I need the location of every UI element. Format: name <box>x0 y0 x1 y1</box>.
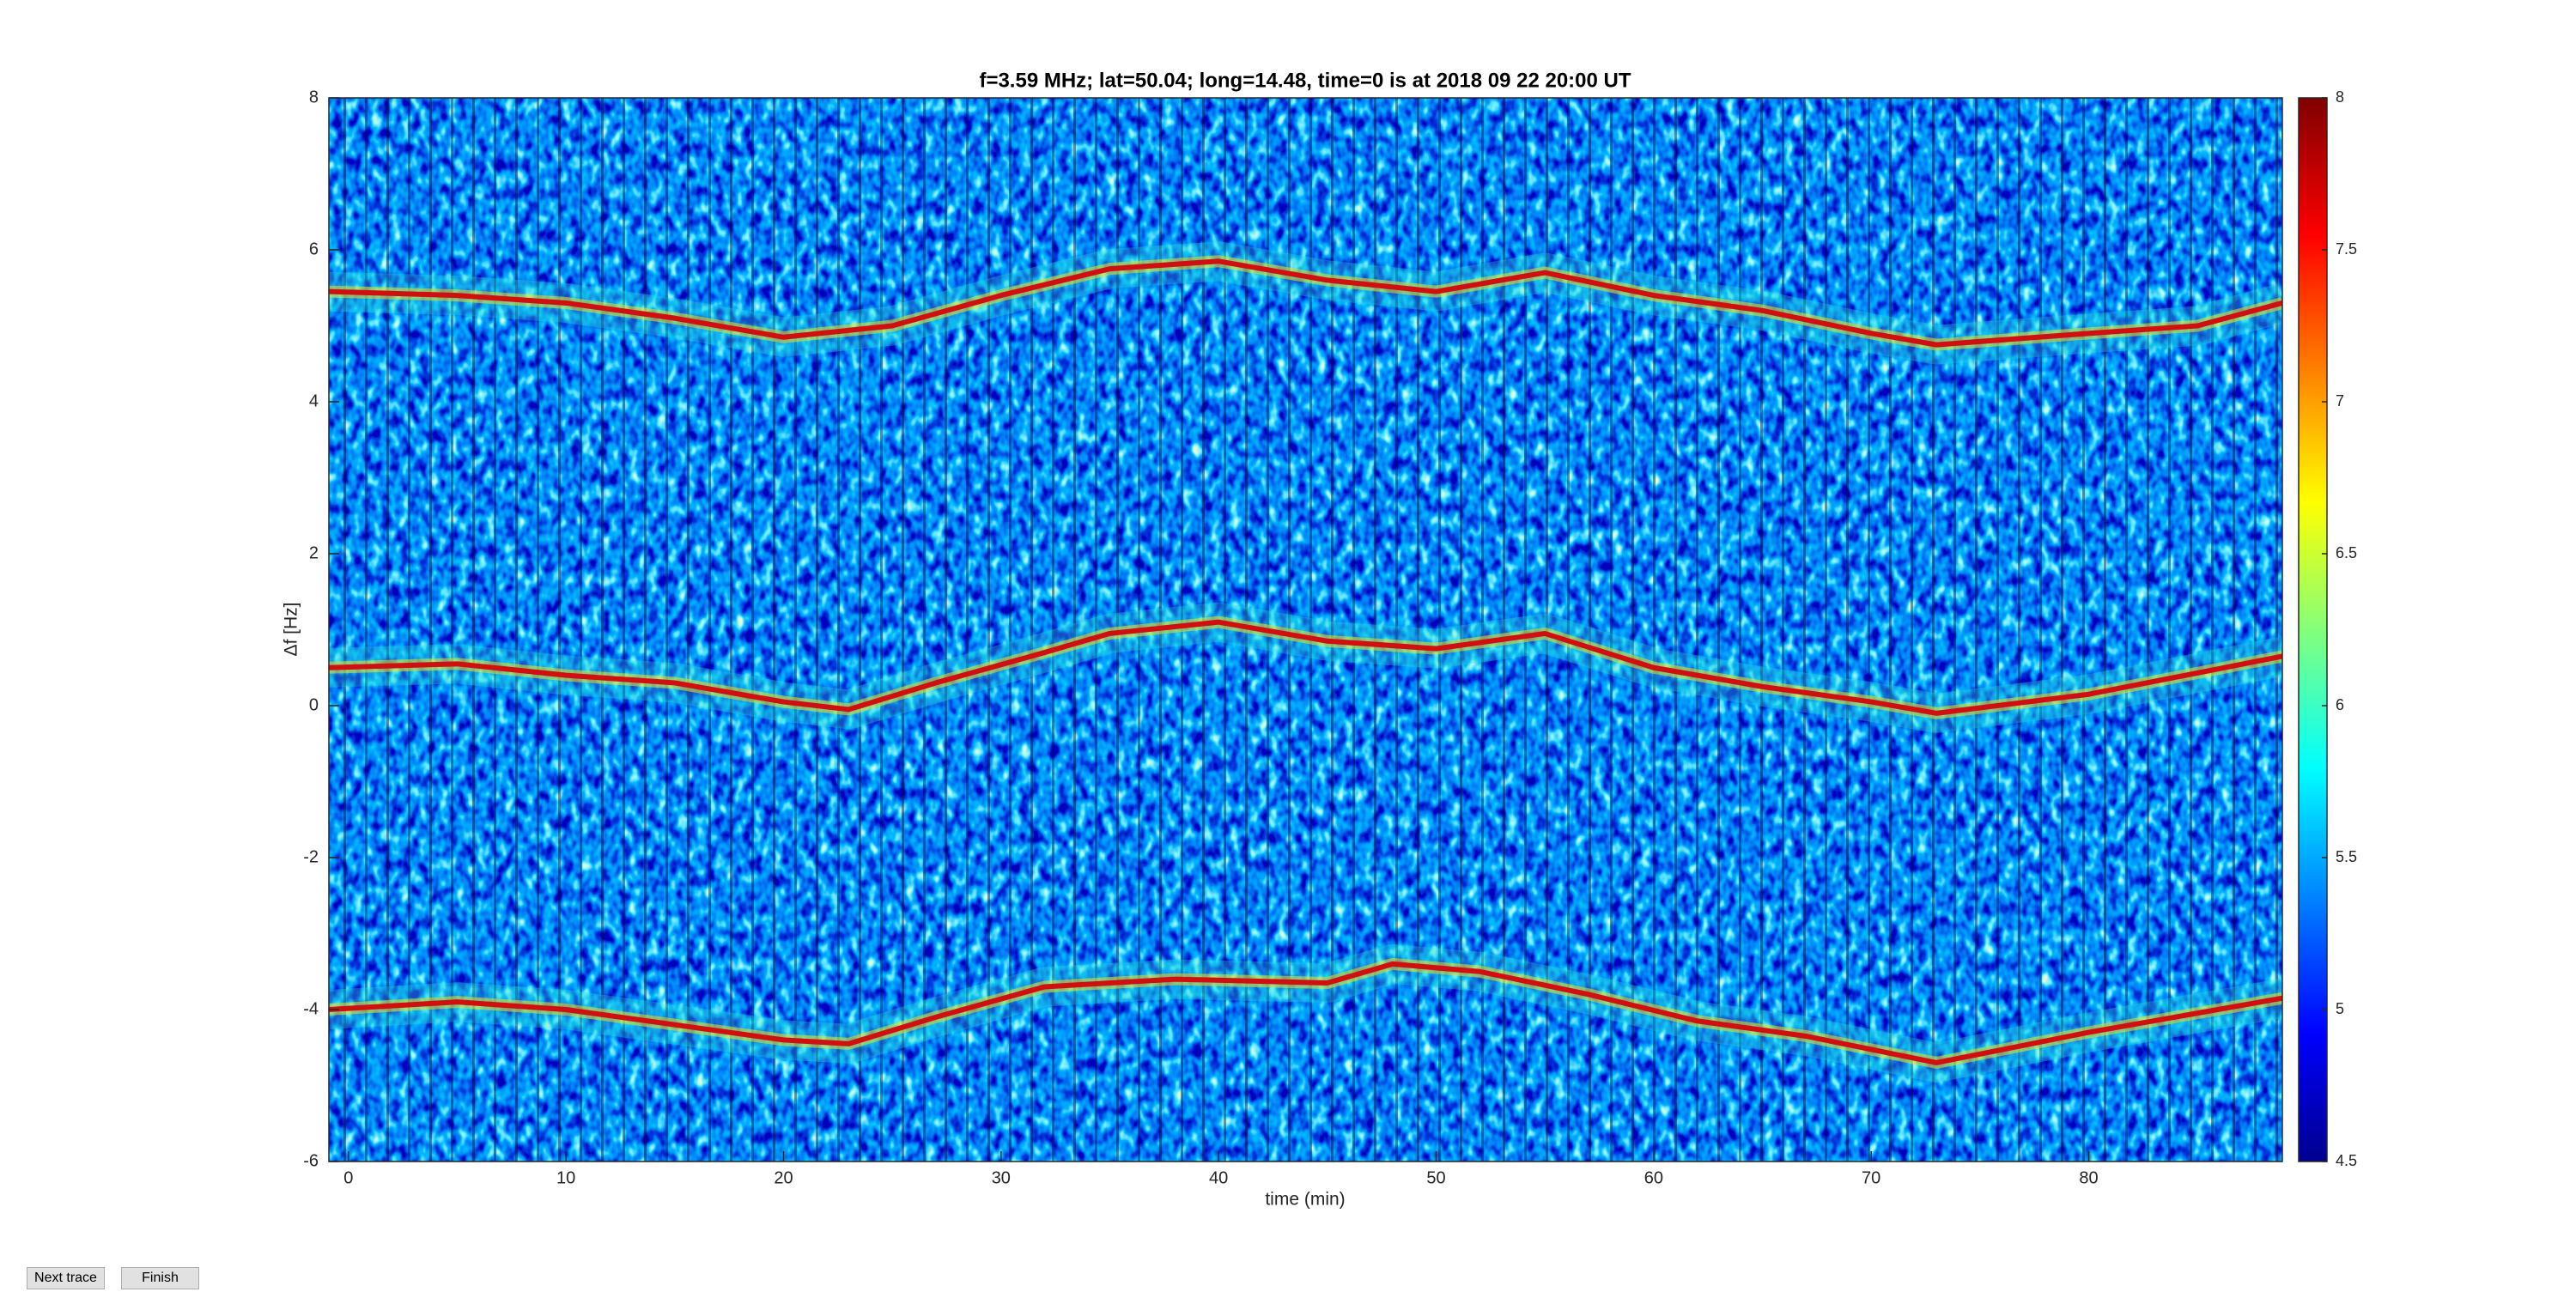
y-tick-label: 4 <box>309 391 319 410</box>
colorbar-tick-label: 7.5 <box>2336 240 2357 258</box>
trace <box>329 258 2282 348</box>
y-tick-label: 2 <box>309 543 319 562</box>
traces <box>329 241 2282 1083</box>
x-tick-label: 50 <box>1426 1168 1445 1187</box>
x-tick-label: 80 <box>2079 1168 2098 1187</box>
trace <box>329 961 2282 1065</box>
x-tick-label: 70 <box>1862 1168 1880 1187</box>
y-tick-label: -4 <box>303 999 319 1018</box>
x-tick-label: 0 <box>343 1168 353 1187</box>
y-tick-label: -6 <box>303 1151 319 1170</box>
chart-title: f=3.59 MHz; lat=50.04; long=14.48, time=… <box>979 69 1631 92</box>
plot-frame <box>328 97 2283 1162</box>
x-tick-label: 10 <box>556 1168 575 1187</box>
x-tick-label: 60 <box>1644 1168 1663 1187</box>
y-tick-label: 6 <box>309 240 319 258</box>
x-tick-label: 40 <box>1209 1168 1228 1187</box>
colorbar-tick-label: 8 <box>2336 88 2344 106</box>
y-tick-label: 8 <box>309 88 319 106</box>
x-axis-label: time (min) <box>1265 1190 1345 1210</box>
colorbar-tick-label: 5 <box>2336 1000 2344 1017</box>
colorbar <box>2298 97 2328 1162</box>
colorbar-tick-label: 6.5 <box>2336 544 2357 561</box>
colorbar-tick-label: 4.5 <box>2336 1152 2357 1169</box>
finish-button[interactable]: Finish <box>121 1267 199 1289</box>
x-tick-label: 30 <box>992 1168 1011 1187</box>
colorbar-tick-label: 6 <box>2336 696 2344 713</box>
colorbar-tick-label: 7 <box>2336 392 2344 409</box>
next-trace-button[interactable]: Next trace <box>27 1267 105 1289</box>
x-tick-label: 20 <box>774 1168 793 1187</box>
y-axis-label: Δf [Hz] <box>282 602 301 656</box>
y-tick-label: 0 <box>309 695 319 714</box>
trace <box>329 619 2282 716</box>
figure: f=3.59 MHz; lat=50.04; long=14.48, time=… <box>282 69 2357 1210</box>
colorbar-tick-label: 5.5 <box>2336 848 2357 865</box>
y-tick-label: -2 <box>303 847 319 866</box>
